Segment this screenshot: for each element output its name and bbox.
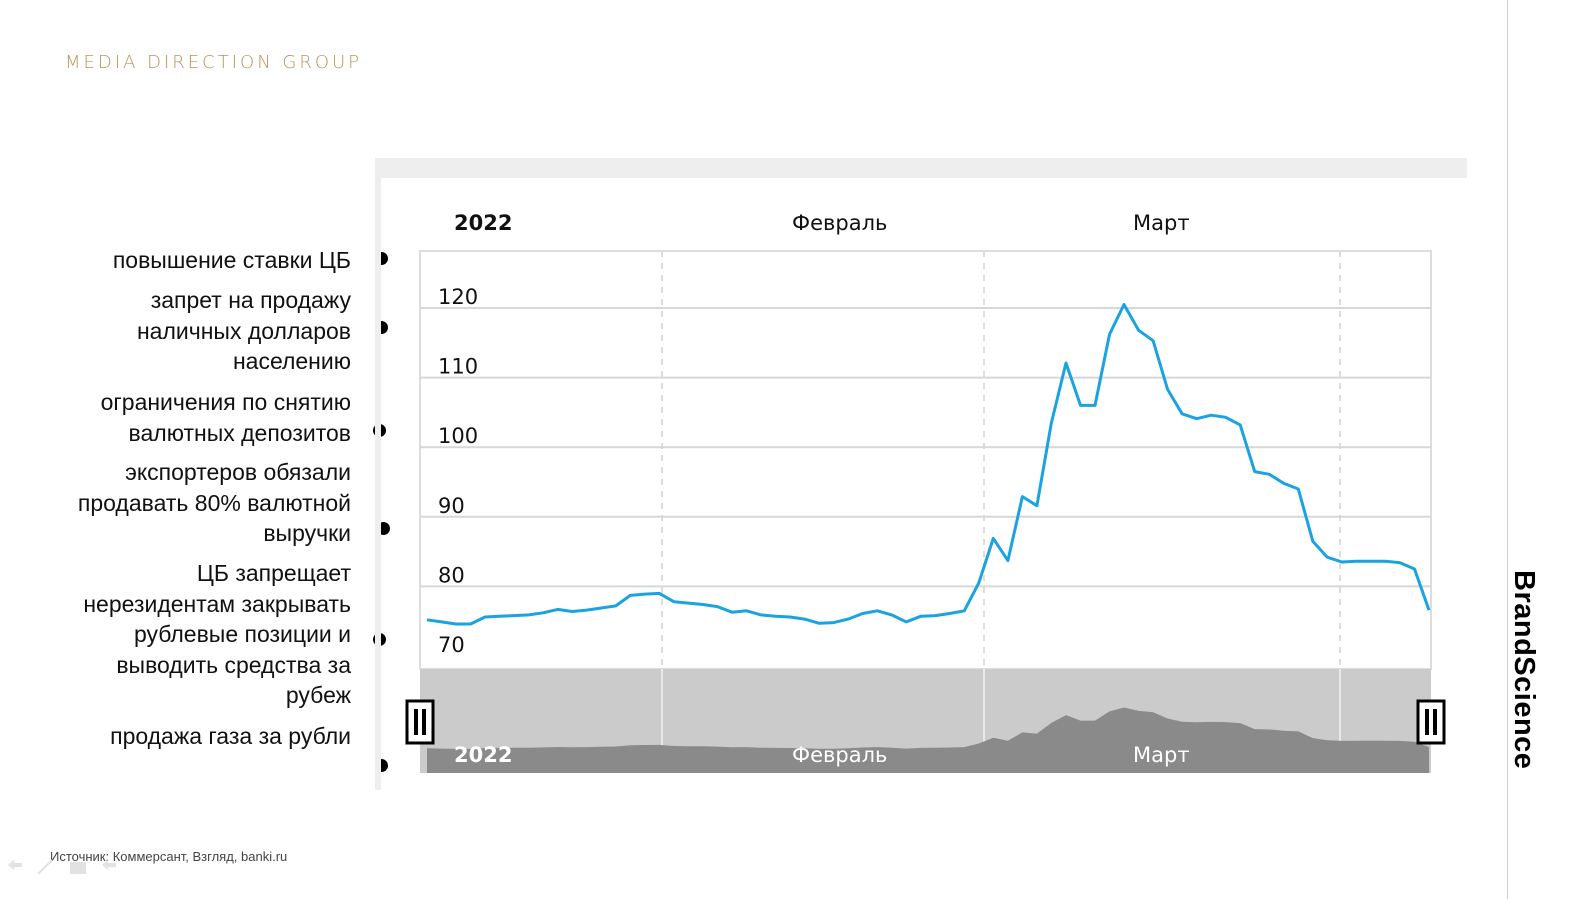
source-note: Источник: Коммерсант, Взгляд, banki.ru <box>50 849 288 864</box>
navigator-period-label: 2022 <box>454 743 512 767</box>
y-tick-label: 120 <box>438 285 478 309</box>
navigator-left-handle[interactable] <box>405 699 435 745</box>
prev-arrow-icon[interactable] <box>8 860 22 870</box>
y-tick-label: 90 <box>438 494 465 518</box>
navigator-period-label: Март <box>1133 743 1190 767</box>
chart-top-band <box>375 158 1467 178</box>
pen-icon[interactable] <box>37 859 53 875</box>
annotation-cash-usd-ban: запрет на продажу наличных долларов насе… <box>136 287 351 374</box>
right-divider <box>1507 0 1508 899</box>
period-label: Февраль <box>792 211 887 235</box>
usd-rub-chart: 70 80 90 100 110 120 2022 Февраль Март 2022 Февр… <box>375 158 1467 790</box>
annotation-gas-rubles: продажа газа за рубли <box>110 723 351 749</box>
annotation-nonresidents: ЦБ запрещает нерезидентам закрывать рубл… <box>83 560 351 708</box>
side-brand-logo: BrandScience <box>1508 570 1540 770</box>
navigator-area <box>427 707 1429 773</box>
navigator-right-handle[interactable] <box>1416 699 1446 745</box>
next-arrow-icon[interactable] <box>102 860 116 870</box>
usd-rub-line <box>426 303 1431 626</box>
y-tick-label: 110 <box>438 355 478 379</box>
annotation-rate-hike: повышение ставки ЦБ <box>112 247 351 273</box>
plot-area <box>419 250 1432 670</box>
annotation-deposit-limits: ограничения по снятию валютных депозитов <box>100 389 351 446</box>
brand-title: MEDIA DIRECTION GROUP <box>65 52 363 73</box>
period-label: Март <box>1133 211 1190 235</box>
period-label: 2022 <box>454 211 512 235</box>
menu-icon[interactable] <box>70 862 86 874</box>
y-tick-label: 70 <box>438 633 465 657</box>
annotation-exporters-80: экспортеров обязали продавать 80% валютн… <box>77 459 351 546</box>
slide-nav-controls[interactable] <box>4 856 124 878</box>
chart-left-band <box>375 178 381 790</box>
y-tick-label: 100 <box>438 424 478 448</box>
chart-frame: 70 80 90 100 110 120 2022 Февраль Март 2022 Февр… <box>375 158 1467 790</box>
y-tick-label: 80 <box>438 563 465 587</box>
navigator-period-label: Февраль <box>792 743 887 767</box>
